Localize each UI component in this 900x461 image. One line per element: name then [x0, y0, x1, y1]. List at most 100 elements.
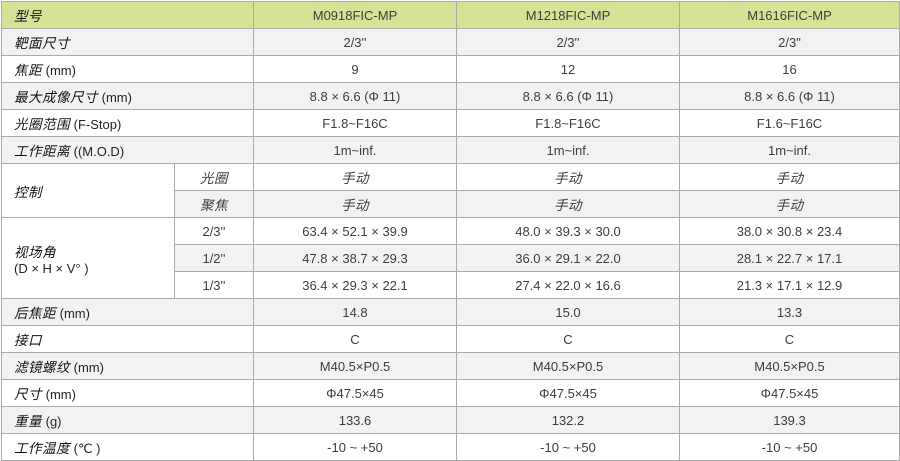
fov-23-value-1: 63.4 × 52.1 × 39.9 — [253, 217, 457, 245]
focal-length-value-1: 9 — [253, 55, 457, 83]
row-label-back-focal: 后焦距 (mm) — [1, 298, 254, 326]
sensor-size-value-3: 2/3" — [679, 28, 900, 56]
table-row-fov-13: 1/3'' 36.4 × 29.3 × 22.1 27.4 × 22.0 × 1… — [2, 271, 900, 299]
fov-23-value-2: 48.0 × 39.3 × 30.0 — [456, 217, 680, 245]
table-row-mount: 接口 C C C — [1, 325, 900, 353]
mount-label: 接口 — [14, 333, 42, 348]
table-row-model: 型号 M0918FIC-MP M1218FIC-MP M1616FIC-MP — [1, 1, 900, 29]
iris-control-value-1: 手动 — [253, 163, 457, 191]
iris-value-3: 手动 — [775, 171, 804, 186]
fov-13-value-3: 21.3 × 17.1 × 12.9 — [679, 271, 900, 299]
table-row-weight: 重量 (g) 133.6 132.2 139.3 — [1, 406, 900, 434]
fstop-value-3: F1.6~F16C — [679, 109, 900, 137]
weight-value-3: 139.3 — [679, 406, 900, 434]
focus-control-value-1: 手动 — [253, 190, 457, 218]
fov-13-value-1: 36.4 × 29.3 × 22.1 — [253, 271, 457, 299]
filter-thread-value-1: M40.5×P0.5 — [253, 352, 457, 380]
control-label: 控制 — [14, 184, 42, 200]
filter-thread-unit: (mm) — [70, 360, 104, 375]
model-name-1: M0918FIC-MP — [253, 1, 457, 29]
table-row-fstop-range: 光圈范围 (F-Stop) F1.8~F16C F1.8~F16C F1.6~F… — [1, 109, 900, 137]
fstop-range-unit: (F-Stop) — [70, 117, 122, 132]
fov-12-value-2: 36.0 × 29.1 × 22.0 — [456, 244, 680, 272]
sublabel-fov-13: 1/3'' — [174, 271, 254, 299]
operating-temp-label: 工作温度 — [14, 441, 70, 456]
max-image-size-value-1: 8.8 × 6.6 (Φ 11) — [253, 82, 457, 110]
focal-length-value-3: 16 — [679, 55, 900, 83]
sublabel-iris: 光圈 — [174, 163, 254, 191]
table-row-sensor-size: 靶面尺寸 2/3'' 2/3'' 2/3" — [1, 28, 900, 56]
back-focal-value-2: 15.0 — [456, 298, 680, 326]
dimensions-label: 尺寸 — [14, 387, 42, 402]
working-distance-unit: ((M.O.D) — [70, 144, 125, 159]
sensor-size-value-1: 2/3'' — [253, 28, 457, 56]
filter-thread-label: 滤镜螺纹 — [14, 360, 70, 375]
model-label: 型号 — [14, 9, 42, 24]
filter-thread-value-2: M40.5×P0.5 — [456, 352, 680, 380]
working-distance-value-3: 1m~inf. — [679, 136, 900, 164]
weight-unit: (g) — [42, 414, 62, 429]
sublabel-fov-23: 2/3'' — [174, 217, 254, 245]
table-row-dimensions: 尺寸 (mm) Φ47.5×45 Φ47.5×45 Φ47.5×45 — [1, 379, 900, 407]
iris-value-1: 手动 — [341, 171, 369, 186]
dimensions-value-3: Φ47.5×45 — [679, 379, 900, 407]
row-label-filter-thread: 滤镜螺纹 (mm) — [1, 352, 254, 380]
table-row-focal-length: 焦距 (mm) 9 12 16 — [1, 55, 900, 83]
focal-length-unit: (mm) — [42, 63, 76, 78]
weight-label: 重量 — [14, 414, 42, 429]
dimensions-unit: (mm) — [42, 387, 76, 402]
row-label-weight: 重量 (g) — [1, 406, 254, 434]
focal-length-value-2: 12 — [456, 55, 680, 83]
table-row-control-focus: 聚焦 手动 手动 手动 — [2, 190, 900, 218]
table-row-fov-12: 1/2'' 47.8 × 38.7 × 29.3 36.0 × 29.1 × 2… — [2, 244, 900, 272]
row-label-control: 控制 — [1, 163, 175, 218]
row-label-model: 型号 — [1, 1, 254, 29]
iris-sublabel: 光圈 — [200, 171, 228, 186]
row-label-sensor-size: 靶面尺寸 — [1, 28, 254, 56]
back-focal-label: 后焦距 — [14, 306, 56, 321]
fstop-range-label: 光圈范围 — [14, 117, 70, 132]
focus-value-3: 手动 — [775, 198, 804, 213]
focus-sublabel: 聚焦 — [200, 198, 228, 213]
fov-13-value-2: 27.4 × 22.0 × 16.6 — [456, 271, 680, 299]
working-distance-value-1: 1m~inf. — [253, 136, 457, 164]
dimensions-value-1: Φ47.5×45 — [253, 379, 457, 407]
filter-thread-value-3: M40.5×P0.5 — [679, 352, 900, 380]
sensor-size-value-2: 2/3'' — [456, 28, 680, 56]
back-focal-value-3: 13.3 — [679, 298, 900, 326]
max-image-size-unit: (mm) — [98, 90, 132, 105]
max-image-size-value-2: 8.8 × 6.6 (Φ 11) — [456, 82, 680, 110]
mount-value-2: C — [456, 325, 680, 353]
table-row-control-iris: 控制 光圈 手动 手动 手动 — [1, 163, 900, 218]
iris-control-value-3: 手动 — [679, 163, 900, 191]
back-focal-value-1: 14.8 — [253, 298, 457, 326]
focus-control-value-3: 手动 — [679, 190, 900, 218]
fov-12-value-3: 28.1 × 22.7 × 17.1 — [679, 244, 900, 272]
row-label-mount: 接口 — [1, 325, 254, 353]
fov-formula: (D × H × V° ) — [14, 260, 89, 276]
table-row-fov-23: 视场角 (D × H × V° ) 2/3'' 63.4 × 52.1 × 39… — [1, 217, 900, 299]
iris-control-value-2: 手动 — [456, 163, 680, 191]
table-row-back-focal: 后焦距 (mm) 14.8 15.0 13.3 — [1, 298, 900, 326]
row-label-max-image-size: 最大成像尺寸 (mm) — [1, 82, 254, 110]
working-distance-value-2: 1m~inf. — [456, 136, 680, 164]
working-distance-label: 工作距离 — [14, 144, 70, 159]
mount-value-1: C — [253, 325, 457, 353]
row-label-focal-length: 焦距 (mm) — [1, 55, 254, 83]
fstop-value-2: F1.8~F16C — [456, 109, 680, 137]
back-focal-unit: (mm) — [56, 306, 90, 321]
iris-value-2: 手动 — [554, 171, 582, 186]
focus-value-2: 手动 — [554, 198, 582, 213]
weight-value-1: 133.6 — [253, 406, 457, 434]
sublabel-focus: 聚焦 — [174, 190, 254, 218]
table-row-filter-thread: 滤镜螺纹 (mm) M40.5×P0.5 M40.5×P0.5 M40.5×P0… — [1, 352, 900, 380]
focus-value-1: 手动 — [341, 198, 369, 213]
model-name-2: M1218FIC-MP — [456, 1, 680, 29]
focal-length-label: 焦距 — [14, 63, 42, 78]
fov-23-value-3: 38.0 × 30.8 × 23.4 — [679, 217, 900, 245]
row-label-fov: 视场角 (D × H × V° ) — [1, 217, 175, 299]
max-image-size-label: 最大成像尺寸 — [14, 90, 98, 105]
sensor-size-label: 靶面尺寸 — [14, 36, 70, 51]
